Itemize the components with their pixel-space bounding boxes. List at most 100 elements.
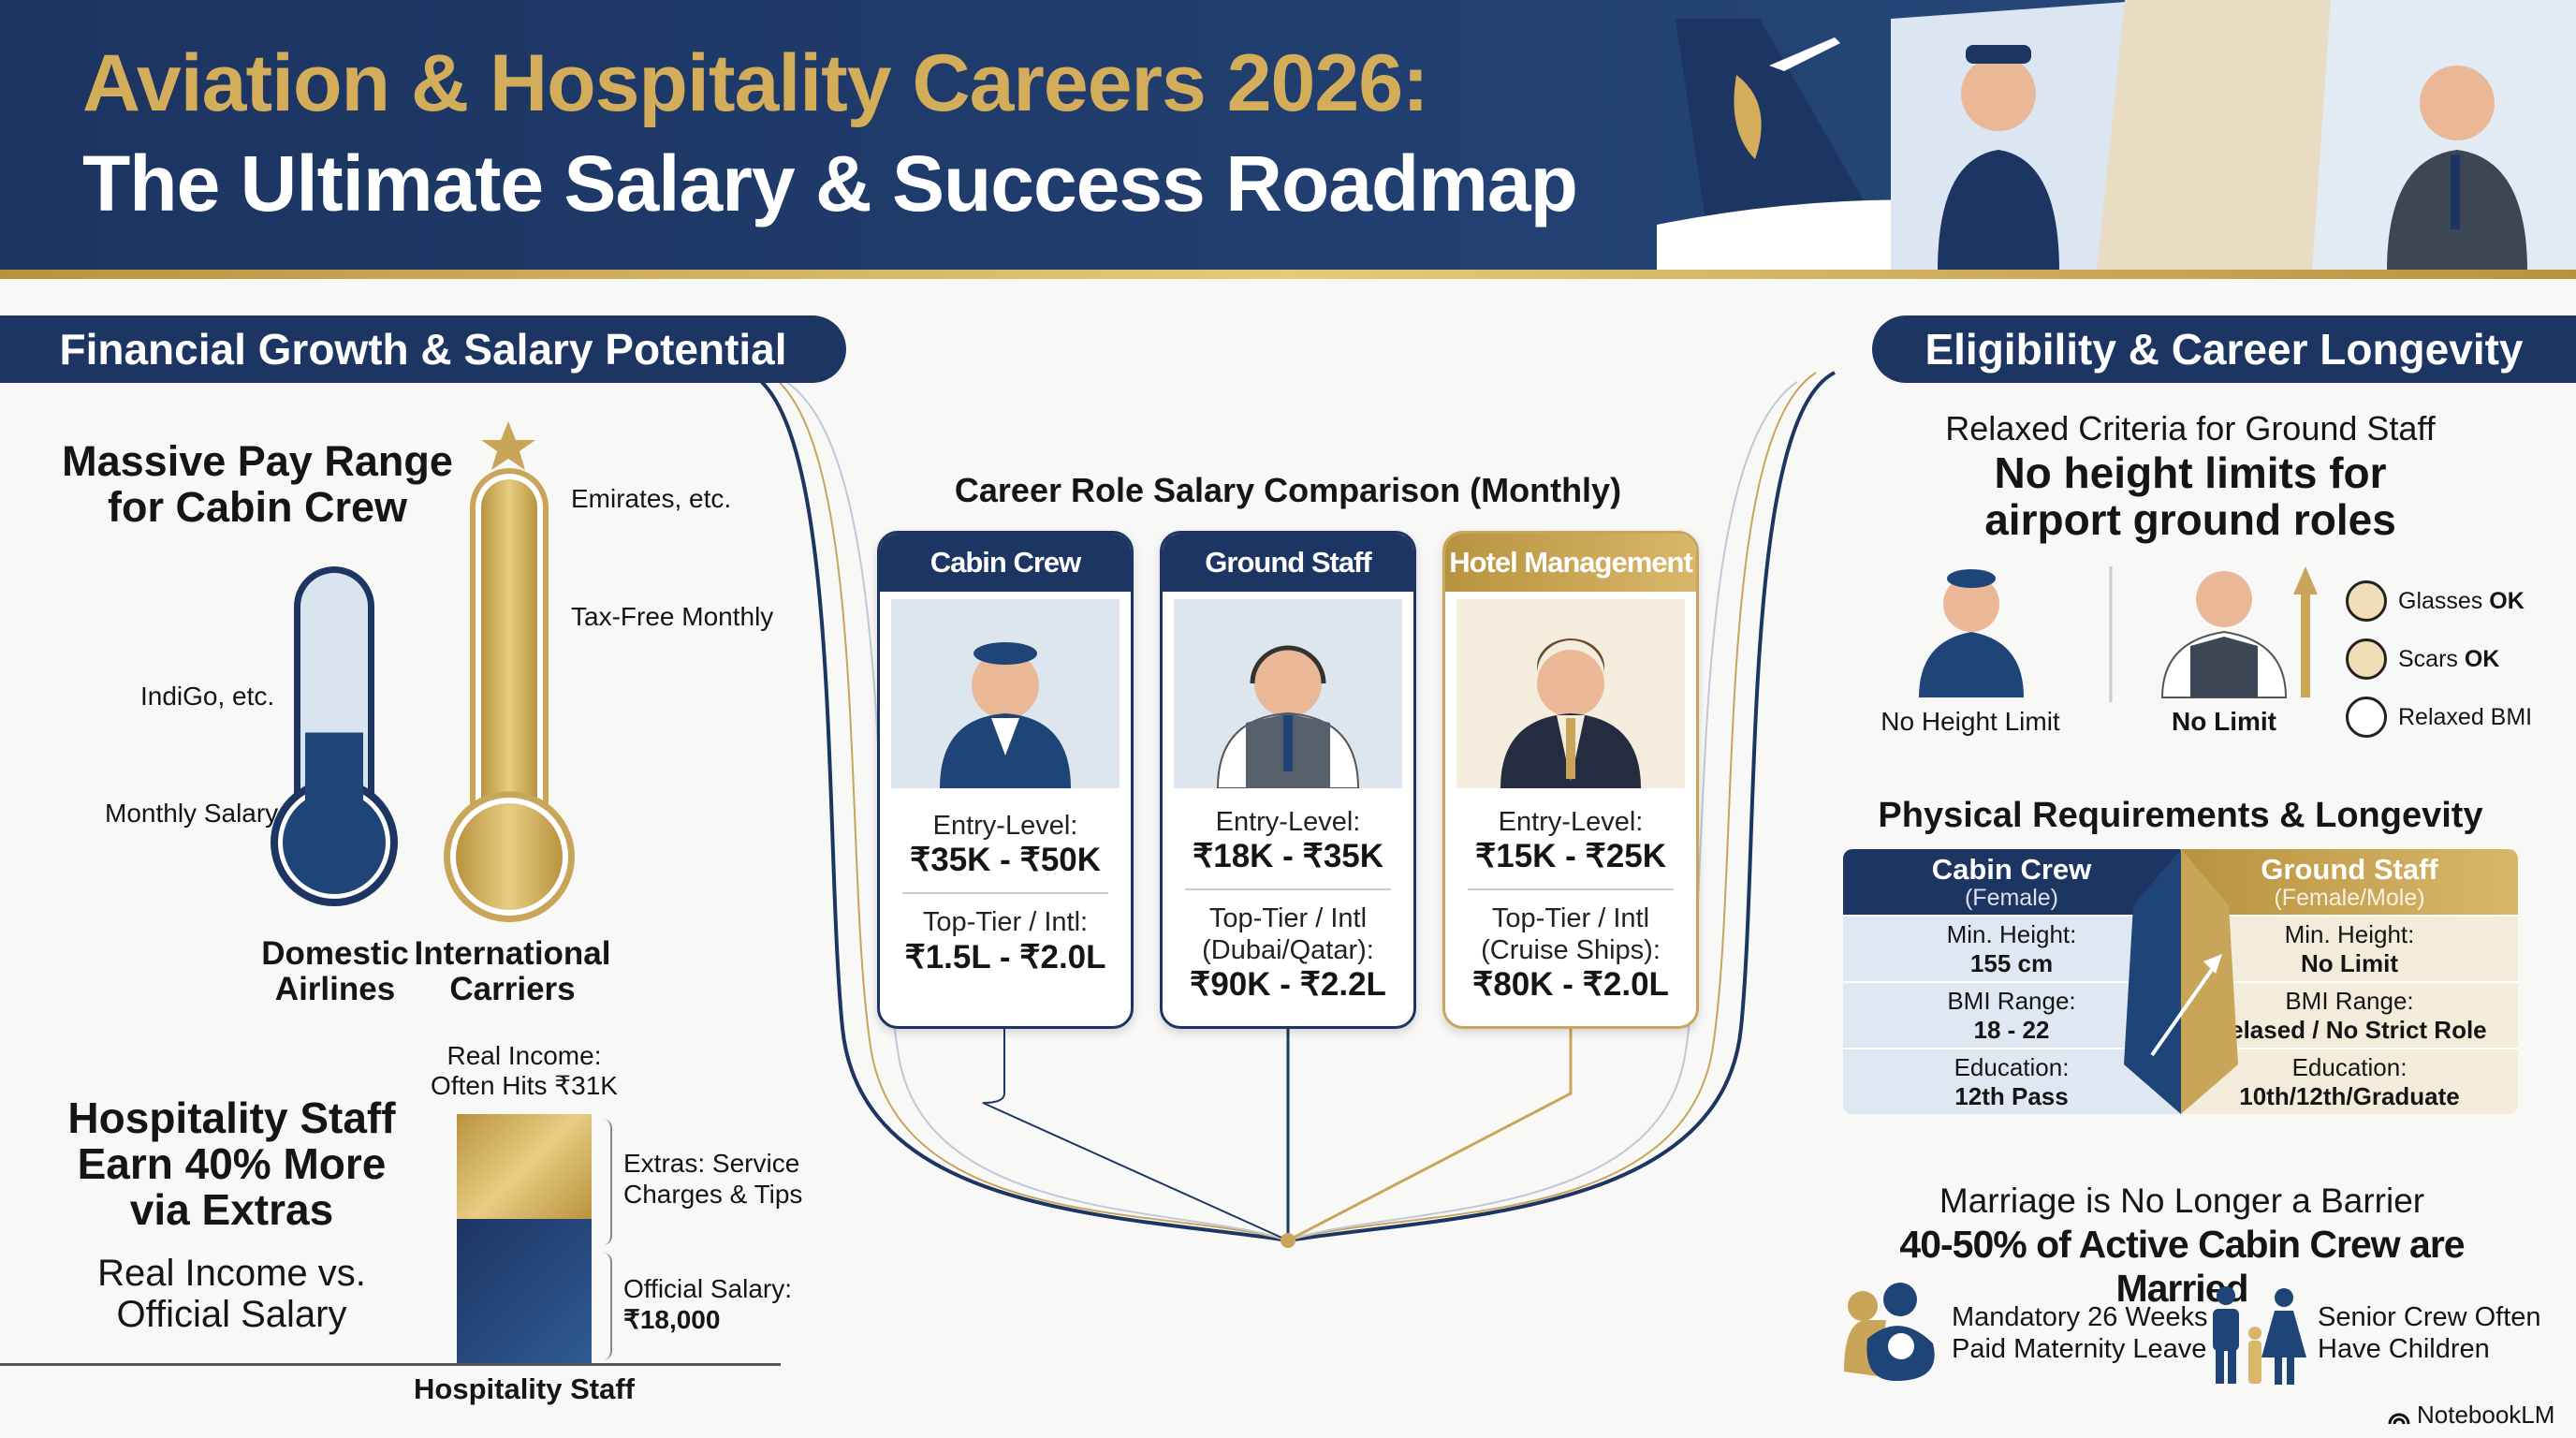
domestic-fill xyxy=(305,732,363,863)
text-line: Have Children xyxy=(2318,1334,2490,1364)
criteria-item: Relaxed BMI xyxy=(2346,697,2532,738)
glasses-icon xyxy=(2346,580,2387,622)
comparison-title: Career Role Salary Comparison (Monthly) xyxy=(954,471,1622,509)
relaxed-subtitle: Relaxed Criteria for Ground Staff xyxy=(1945,409,2436,448)
top-tier-value: ₹80K - ₹2.0L xyxy=(1472,966,1669,1004)
requirement-label: BMI Range: xyxy=(2285,987,2414,1015)
divider xyxy=(1468,888,1674,891)
top-tier-label: Top-Tier / Intl (Cruise Ships): xyxy=(1445,903,1696,966)
staff-icon xyxy=(2387,66,2527,271)
international-examples: Emirates, etc. xyxy=(571,484,732,513)
bar-official-segment xyxy=(457,1218,592,1363)
extras-brace xyxy=(603,1119,612,1245)
domestic-note: Monthly Salary xyxy=(105,799,279,828)
shield-comparison-icon xyxy=(2124,849,2238,1114)
physical-title: Physical Requirements & Longevity xyxy=(1878,796,2483,835)
requirement-label: Min. Height: xyxy=(1946,920,2077,948)
role-card[interactable]: Ground Staff Entry-Level: ₹18K - ₹35K To… xyxy=(1160,531,1416,1029)
label-line: Airlines xyxy=(274,971,396,1007)
pay-range-title-line: for Cabin Crew xyxy=(107,483,408,531)
top-tier-value: ₹1.5L - ₹2.0L xyxy=(904,938,1106,976)
requirement-value: 18 - 22 xyxy=(1973,1016,2050,1045)
requirement-row: Min. Height: 155 cm xyxy=(1843,915,2180,981)
relaxed-title: No height limits for airport ground roles xyxy=(1910,449,2471,543)
entry-level-value: ₹18K - ₹35K xyxy=(1192,838,1384,875)
criteria-text: Relaxed BMI xyxy=(2398,703,2533,730)
arrow-up-icon xyxy=(2293,566,2318,697)
subtitle-line: Official Salary xyxy=(116,1294,347,1335)
marriage-title: 40-50% of Active Cabin Crew are Married xyxy=(1899,1223,2465,1310)
subtitle-line: Real Income vs. xyxy=(97,1253,366,1294)
title-line: airport ground roles xyxy=(1984,495,2396,544)
requirement-label: Education: xyxy=(1954,1053,2070,1081)
column-title: Cabin Crew xyxy=(1931,853,2092,886)
female-label: No Height Limit xyxy=(1881,707,2060,736)
marriage-subtitle: Marriage is No Longer a Barrier xyxy=(1939,1181,2425,1220)
entry-level-label: Entry-Level: xyxy=(1215,807,1361,837)
requirement-label: Education: xyxy=(2291,1053,2408,1081)
column-subtitle: (Female/Mole) xyxy=(2274,884,2425,911)
role-card[interactable]: Hotel Management Entry-Level: ₹15K - ₹25… xyxy=(1442,531,1699,1029)
scale-icon xyxy=(2346,697,2387,738)
bar-baseline xyxy=(0,1363,781,1366)
role-card-title: Hotel Management xyxy=(1445,534,1696,592)
ground-staff-headset-icon xyxy=(1174,599,1402,788)
page-subtitle: The Ultimate Salary & Success Roadmap xyxy=(82,139,1578,227)
column-header: Cabin Crew (Female) xyxy=(1843,849,2180,915)
pay-range-title: Massive Pay Range for Cabin Crew xyxy=(37,438,477,530)
domestic-examples: IndiGo, etc. xyxy=(140,682,275,711)
label-line: International xyxy=(414,935,611,972)
requirement-value: 12th Pass xyxy=(1954,1082,2069,1111)
official-label: Official Salary: ₹18,000 xyxy=(623,1273,792,1335)
requirement-row: Min. Height: No Limit xyxy=(2181,915,2518,981)
requirement-value: 10th/12th/Graduate xyxy=(2239,1082,2460,1111)
label-line: Official Salary: xyxy=(623,1274,792,1303)
female-ground-staff-icon xyxy=(1919,569,2024,697)
international-label: International Carriers xyxy=(412,936,613,1007)
domestic-thermometer xyxy=(271,566,398,906)
international-note: Tax-Free Monthly xyxy=(571,602,774,631)
criteria-item: Glasses OK xyxy=(2346,580,2525,622)
label-line: Charges & Tips xyxy=(623,1180,803,1209)
header-divider xyxy=(0,270,2576,279)
bar-extras-segment xyxy=(457,1114,592,1219)
hotel-lobby-image xyxy=(2097,0,2340,271)
column-title: Ground Staff xyxy=(2261,853,2438,886)
title-line: Earn 40% More xyxy=(77,1139,387,1188)
top-tier-label-line: Top-Tier / Intl: xyxy=(922,907,1089,938)
top-tier-label: Top-Tier / Intl (Dubai/Qatar): xyxy=(1163,903,1413,966)
top-tier-label: Top-Tier / Intl: xyxy=(880,907,1131,938)
requirement-row: BMI Range: Relased / No Strict Role xyxy=(2181,981,2518,1048)
hotel-manager-icon xyxy=(1456,599,1685,788)
top-tier-label-line: Top-Tier / Intl xyxy=(1491,903,1650,934)
requirement-row: Education: 10th/12th/Graduate xyxy=(2181,1048,2518,1114)
connector-lines xyxy=(748,371,1836,1248)
text-line: Paid Maternity Leave xyxy=(1952,1334,2207,1364)
divider xyxy=(1185,888,1391,891)
family-icon xyxy=(2213,1286,2306,1385)
arrow-icon xyxy=(2203,954,2222,974)
top-tier-label-line: Top-Tier / Intl xyxy=(1208,903,1368,934)
hospitality-title: Hospitality Staff Earn 40% More via Extr… xyxy=(19,1095,445,1233)
criteria-text: Scars OK xyxy=(2398,645,2500,672)
male-label: No Limit xyxy=(2172,707,2276,736)
scar-icon xyxy=(2346,638,2387,680)
column-header: Ground Staff (Female/Mole) xyxy=(2181,849,2518,915)
page-title: Aviation & Hospitality Careers 2026: xyxy=(82,38,1429,128)
role-card[interactable]: Cabin Crew Entry-Level: ₹35K - ₹50K Top-… xyxy=(877,531,1134,1029)
role-card-title: Ground Staff xyxy=(1163,534,1413,592)
ground-staff-column: Ground Staff (Female/Mole) Min. Height: No… xyxy=(2181,849,2518,1114)
requirements-table: Cabin Crew (Female) Min. Height: 155 cm BMI… xyxy=(1843,849,2518,1114)
label-line: ₹18,000 xyxy=(623,1305,721,1334)
label-line: Extras: Service xyxy=(623,1149,800,1178)
label-line: Domestic xyxy=(261,935,409,972)
airline-logo-icon xyxy=(1734,75,1762,159)
domestic-label: Domestic Airlines xyxy=(251,936,419,1007)
hospitality-subtitle: Real Income vs. Official Salary xyxy=(19,1253,445,1335)
criteria-item: Scars OK xyxy=(2346,638,2499,680)
role-card-title: Cabin Crew xyxy=(880,534,1131,592)
section-header-financial: Financial Growth & Salary Potential xyxy=(0,315,846,383)
entry-level-value: ₹35K - ₹50K xyxy=(909,842,1102,879)
real-income-label: Real Income: Often Hits ₹31K xyxy=(393,1041,655,1101)
column-subtitle: (Female) xyxy=(1964,884,2058,911)
